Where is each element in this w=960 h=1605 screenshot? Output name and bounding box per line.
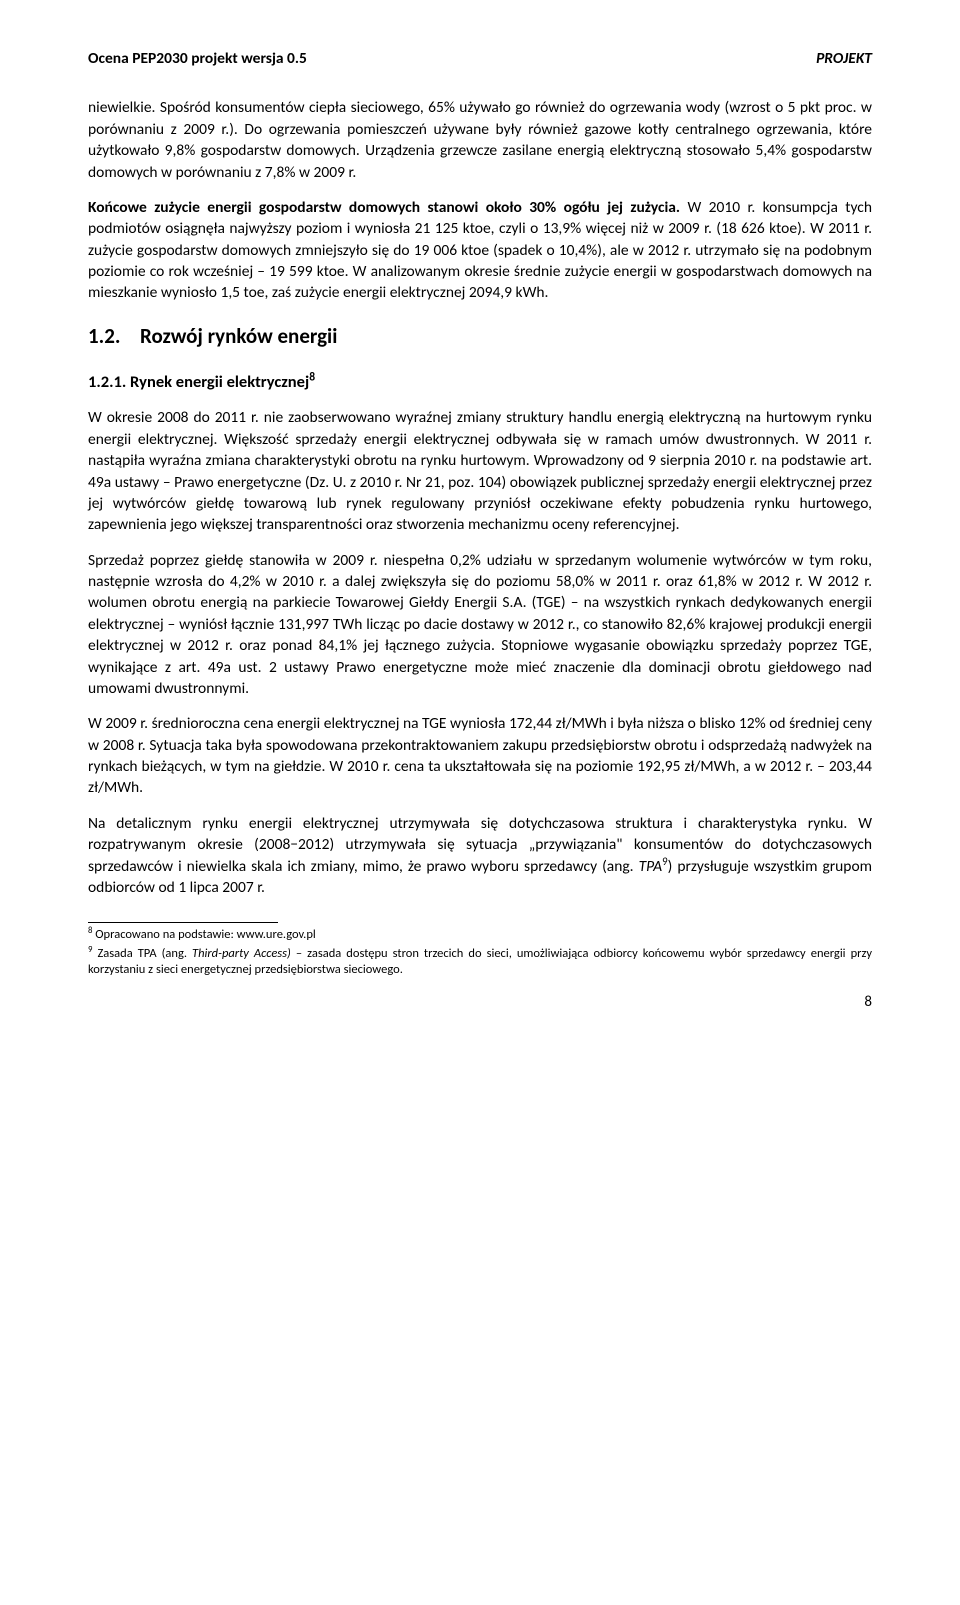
footnote-9: 9 Zasada TPA (ang. Third-party Access) –… <box>88 946 872 979</box>
footnote-separator <box>88 922 278 923</box>
footnote-9-italic: Third-party Access) <box>192 946 291 961</box>
body-paragraph-4: Sprzedaż poprzez giełdę stanowiła w 2009… <box>88 550 872 700</box>
section-heading-1-2: 1.2. Rozwój rynków energii <box>88 322 872 351</box>
footnote-8: 8 Opracowano na podstawie: www.ure.gov.p… <box>88 927 872 943</box>
subsection-heading-1-2-1: 1.2.1. Rynek energii elektrycznej8 <box>88 371 872 394</box>
footnote-ref-8: 8 <box>309 370 315 384</box>
bold-lead: Końcowe zużycie energii gospodarstw domo… <box>88 198 680 217</box>
header-right: PROJEKT <box>816 48 872 69</box>
header-left: Ocena PEP2030 projekt wersja 0.5 <box>88 48 307 69</box>
page-header: Ocena PEP2030 projekt wersja 0.5 PROJEKT <box>88 48 872 69</box>
body-paragraph-2: Końcowe zużycie energii gospodarstw domo… <box>88 197 872 304</box>
body-paragraph-6: Na detalicznym rynku energii elektryczne… <box>88 813 872 899</box>
footnote-8-text: Opracowano na podstawie: www.ure.gov.pl <box>92 927 315 942</box>
section-title: Rozwój rynków energii <box>140 322 337 351</box>
body-paragraph-1: niewielkie. Spośród konsumentów ciepła s… <box>88 97 872 183</box>
subsection-title: 1.2.1. Rynek energii elektrycznej <box>88 372 309 392</box>
page-number: 8 <box>88 992 872 1013</box>
p6-italic: TPA <box>639 857 663 876</box>
body-paragraph-3: W okresie 2008 do 2011 r. nie zaobserwow… <box>88 407 872 535</box>
footnote-9-a: Zasada TPA (ang. <box>92 946 192 961</box>
section-number: 1.2. <box>88 322 140 351</box>
body-paragraph-5: W 2009 r. średnioroczna cena energii ele… <box>88 713 872 799</box>
